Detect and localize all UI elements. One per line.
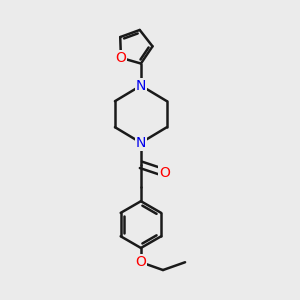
- Text: O: O: [116, 51, 126, 65]
- Text: O: O: [159, 166, 170, 180]
- Text: O: O: [136, 255, 146, 269]
- Text: N: N: [136, 79, 146, 93]
- Text: N: N: [136, 136, 146, 150]
